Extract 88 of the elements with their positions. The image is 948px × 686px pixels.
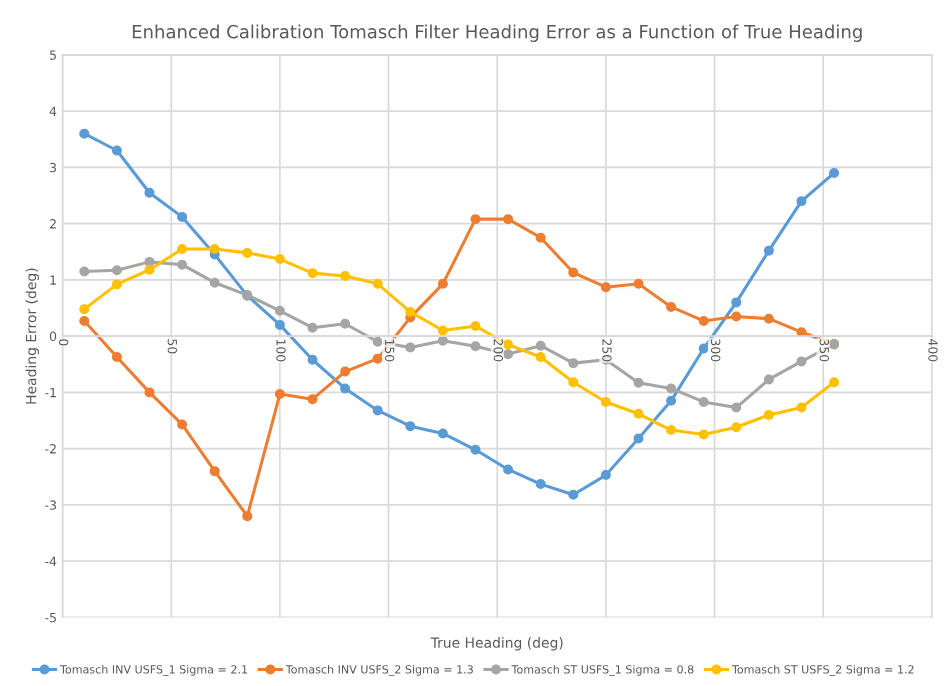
point — [340, 383, 351, 394]
point — [340, 318, 351, 329]
point — [111, 279, 122, 290]
point — [177, 211, 188, 222]
point — [307, 268, 318, 279]
point — [666, 425, 677, 436]
point — [600, 470, 611, 481]
point — [470, 214, 481, 225]
point — [274, 305, 285, 316]
point — [470, 341, 481, 352]
point — [242, 511, 253, 522]
point — [503, 464, 514, 475]
point — [796, 356, 807, 367]
point — [731, 297, 742, 308]
point — [503, 339, 514, 350]
point — [666, 395, 677, 406]
point — [405, 342, 416, 353]
point — [829, 377, 840, 388]
point — [698, 396, 709, 407]
point — [731, 311, 742, 322]
point — [111, 145, 122, 156]
point — [177, 259, 188, 270]
point — [763, 409, 774, 420]
point — [274, 319, 285, 330]
point — [666, 383, 677, 394]
point — [209, 277, 220, 288]
point — [144, 264, 155, 275]
point — [763, 245, 774, 256]
point — [307, 322, 318, 333]
point — [209, 243, 220, 254]
point — [796, 402, 807, 413]
point — [763, 313, 774, 324]
point — [372, 405, 383, 416]
point — [111, 265, 122, 276]
point — [568, 377, 579, 388]
point — [79, 315, 90, 326]
point — [503, 349, 514, 360]
point — [698, 315, 709, 326]
point — [274, 254, 285, 265]
point — [340, 366, 351, 377]
point — [340, 270, 351, 281]
point — [79, 304, 90, 315]
point — [535, 232, 546, 243]
point — [177, 243, 188, 254]
point — [600, 282, 611, 293]
point — [437, 325, 448, 336]
point — [111, 351, 122, 362]
point — [79, 128, 90, 139]
point — [437, 278, 448, 289]
point — [307, 394, 318, 405]
point — [274, 389, 285, 400]
point — [535, 479, 546, 490]
point — [242, 247, 253, 258]
point — [568, 489, 579, 500]
point — [600, 396, 611, 407]
point — [568, 358, 579, 369]
point — [372, 278, 383, 289]
point — [437, 428, 448, 439]
point — [209, 466, 220, 477]
point — [535, 340, 546, 351]
point — [470, 444, 481, 455]
point — [372, 353, 383, 364]
point — [144, 187, 155, 198]
point — [405, 421, 416, 432]
point — [535, 351, 546, 362]
point — [829, 168, 840, 179]
point — [144, 387, 155, 398]
point — [698, 343, 709, 354]
point — [731, 422, 742, 433]
point — [698, 429, 709, 440]
point — [503, 214, 514, 225]
point — [633, 377, 644, 388]
point — [666, 301, 677, 312]
point — [79, 266, 90, 277]
point — [763, 374, 774, 385]
point — [633, 408, 644, 419]
point — [144, 256, 155, 267]
point — [177, 419, 188, 430]
point — [372, 336, 383, 347]
point — [307, 354, 318, 365]
point — [633, 278, 644, 289]
point — [633, 433, 644, 444]
point — [731, 402, 742, 413]
point — [470, 321, 481, 332]
point — [796, 196, 807, 207]
chart-title: Enhanced Calibration Tomasch Filter Heading Error as a Function of True Heading — [132, 24, 862, 42]
point — [568, 267, 579, 278]
point — [405, 306, 416, 317]
